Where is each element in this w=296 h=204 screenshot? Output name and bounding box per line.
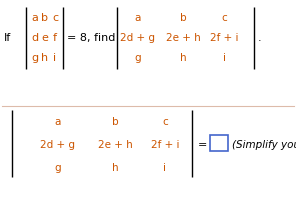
Text: =: = xyxy=(198,139,207,149)
Text: 2d + g: 2d + g xyxy=(41,139,75,149)
Text: a: a xyxy=(32,13,38,23)
Text: f: f xyxy=(53,33,57,43)
Text: h: h xyxy=(112,162,118,172)
Text: h: h xyxy=(41,53,49,63)
Text: b: b xyxy=(41,13,49,23)
Text: 2f + i: 2f + i xyxy=(210,33,238,43)
Text: b: b xyxy=(180,13,186,23)
Text: i: i xyxy=(163,162,166,172)
Text: (Simplify your answer.): (Simplify your answer.) xyxy=(232,139,296,149)
Text: 2e + h: 2e + h xyxy=(166,33,200,43)
Text: b: b xyxy=(112,116,118,126)
FancyBboxPatch shape xyxy=(210,135,228,151)
Text: c: c xyxy=(52,13,58,23)
Text: a: a xyxy=(135,13,141,23)
Text: 2e + h: 2e + h xyxy=(98,139,132,149)
Text: i: i xyxy=(223,53,226,63)
Text: h: h xyxy=(180,53,186,63)
Text: 2f + i: 2f + i xyxy=(151,139,179,149)
Text: If: If xyxy=(4,33,11,43)
Text: = 8, find: = 8, find xyxy=(67,33,115,43)
Text: e: e xyxy=(41,33,49,43)
Text: d: d xyxy=(31,33,38,43)
Text: g: g xyxy=(135,53,141,63)
Text: .: . xyxy=(258,33,262,43)
Text: c: c xyxy=(221,13,227,23)
Text: c: c xyxy=(162,116,168,126)
Text: g: g xyxy=(55,162,61,172)
Text: a: a xyxy=(55,116,61,126)
Text: i: i xyxy=(54,53,57,63)
Text: 2d + g: 2d + g xyxy=(120,33,155,43)
Text: g: g xyxy=(31,53,38,63)
